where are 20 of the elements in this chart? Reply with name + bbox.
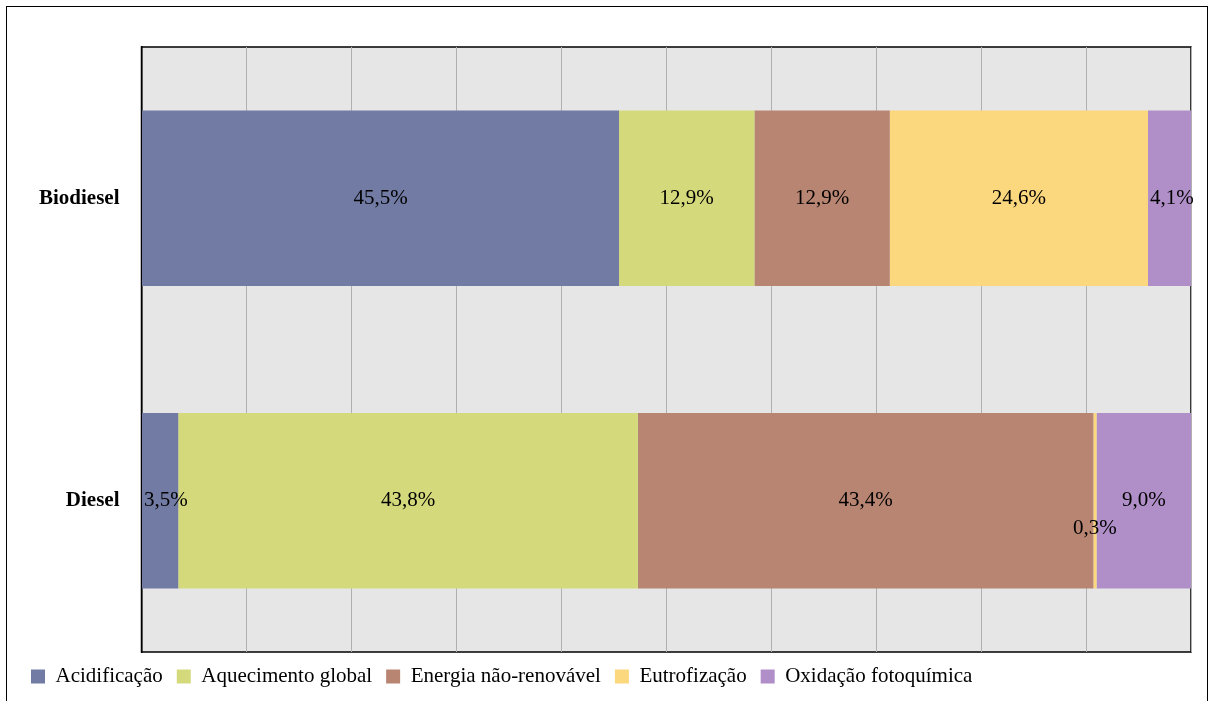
legend-label: Energia não-renovável bbox=[410, 663, 602, 688]
bar bbox=[1147, 110, 1191, 286]
legend-label: Aquecimento global bbox=[201, 663, 373, 688]
legend-label: Eutrofização bbox=[639, 663, 747, 688]
bar bbox=[754, 110, 890, 286]
legend-label: Acidificação bbox=[55, 663, 163, 688]
data-label: 9,0% bbox=[1121, 487, 1166, 512]
bar bbox=[142, 110, 620, 286]
data-label: 43,4% bbox=[838, 487, 893, 512]
data-label: 24,6% bbox=[991, 184, 1047, 209]
bar bbox=[619, 110, 755, 286]
y-tick-label: Diesel bbox=[65, 487, 120, 512]
data-label: 45,5% bbox=[353, 184, 408, 209]
data-label: 12,9% bbox=[659, 184, 714, 209]
y-tick-label: Biodiesel bbox=[38, 184, 120, 209]
data-label: 43,8% bbox=[380, 487, 436, 512]
data-label: 0,3% bbox=[1073, 515, 1117, 540]
bar bbox=[889, 110, 1148, 286]
legend-label: Oxidação fotoquímica bbox=[785, 663, 974, 688]
data-label: 12,9% bbox=[794, 184, 850, 209]
